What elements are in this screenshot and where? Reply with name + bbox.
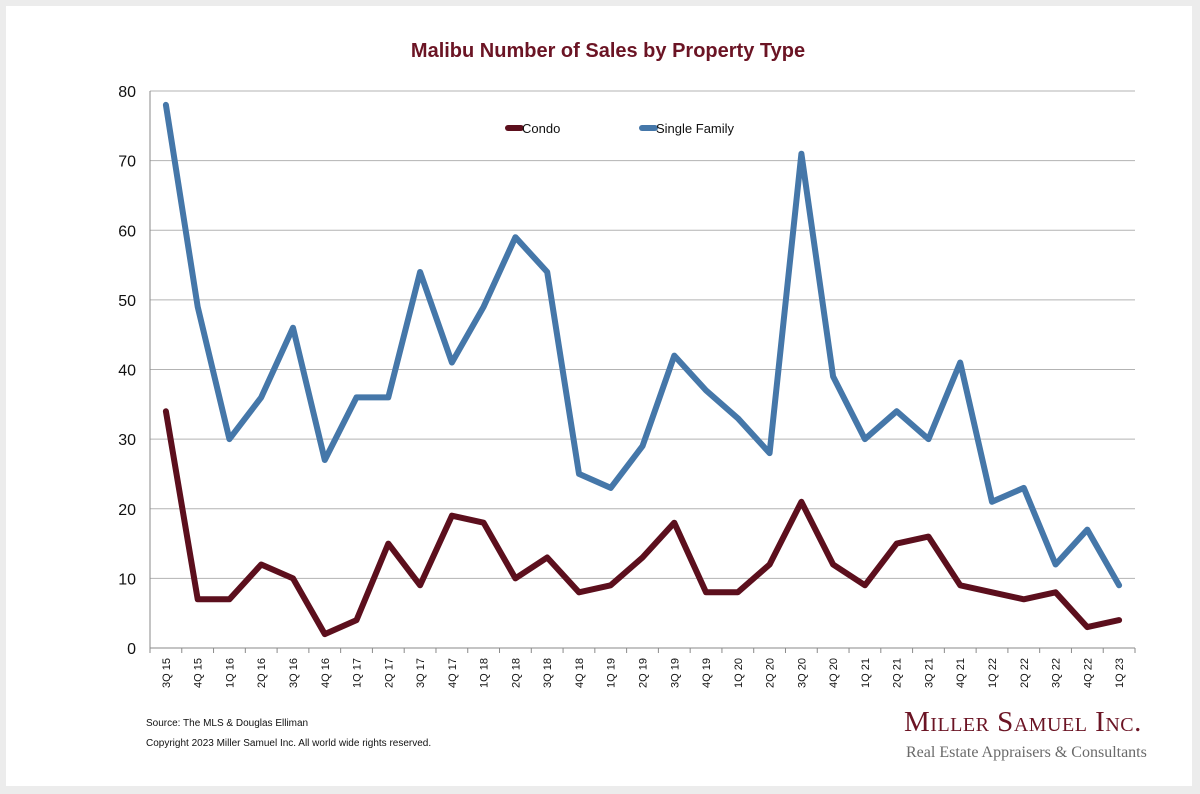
x-tick-label: 4Q 16 <box>320 658 332 688</box>
x-tick-label: 1Q 19 <box>606 658 618 688</box>
y-tick-label: 60 <box>118 223 136 240</box>
x-tick-label: 2Q 18 <box>510 658 522 688</box>
x-tick-label: 2Q 16 <box>256 658 268 688</box>
company-logo-tagline: Real Estate Appraisers & Consultants <box>906 744 1147 761</box>
x-tick-label: 3Q 22 <box>1051 658 1063 688</box>
x-tick-label: 4Q 18 <box>574 658 586 688</box>
x-tick-label: 3Q 21 <box>923 658 935 688</box>
legend: Condo Single Family <box>505 121 735 136</box>
x-tick-label: 3Q 18 <box>542 658 554 688</box>
x-tick-label: 3Q 17 <box>415 658 427 688</box>
x-tick-label: 4Q 15 <box>193 658 205 688</box>
series-line-single-family <box>162 101 1123 589</box>
gridlines <box>149 90 1135 649</box>
x-tick-label: 3Q 16 <box>288 658 300 688</box>
x-tick-label: 2Q 19 <box>638 658 650 688</box>
y-tick-label: 70 <box>118 154 136 171</box>
y-tick-label: 10 <box>118 571 136 588</box>
copyright-note: Copyright 2023 Miller Samuel Inc. All wo… <box>146 738 432 749</box>
x-tick-label: 4Q 21 <box>955 658 967 688</box>
x-tick-label: 1Q 22 <box>987 658 999 688</box>
y-tick-label: 50 <box>118 293 136 310</box>
x-tick-label: 2Q 21 <box>892 658 904 688</box>
company-logo-name: Miller Samuel Inc. <box>904 706 1142 738</box>
x-tick-label: 2Q 20 <box>765 658 777 688</box>
x-tick-label: 4Q 20 <box>828 658 840 688</box>
x-tick-label: 1Q 18 <box>479 658 491 688</box>
x-tick-label: 4Q 19 <box>701 658 713 688</box>
x-tick-label: 1Q 23 <box>1114 658 1126 688</box>
x-tick-label: 3Q 15 <box>161 658 173 688</box>
y-tick-label: 80 <box>118 84 136 101</box>
x-tick-label: 2Q 22 <box>1019 658 1031 688</box>
source-note: Source: The MLS & Douglas Elliman <box>146 718 309 729</box>
chart-card <box>6 6 1192 786</box>
x-tick-label: 4Q 22 <box>1082 658 1094 688</box>
series-line-condo <box>162 408 1123 638</box>
legend-label: Single Family <box>656 121 735 136</box>
y-tick-label: 20 <box>118 502 136 519</box>
x-tick-label: 2Q 17 <box>383 658 395 688</box>
x-tick-label: 1Q 17 <box>352 658 364 688</box>
x-tick-label: 1Q 20 <box>733 658 745 688</box>
y-tick-label: 0 <box>127 641 136 658</box>
series-lines <box>162 101 1123 638</box>
x-axis-ticks: 3Q 15 4Q 15 1Q 16 2Q 16 3Q 16 4Q 16 1Q 17 2Q 17… <box>149 648 1136 688</box>
x-tick-label: 1Q 21 <box>860 658 872 688</box>
y-axis-ticks: 0 10 20 30 40 50 60 70 80 <box>118 84 136 658</box>
chart-title: Malibu Number of Sales by Property Type <box>410 40 806 62</box>
x-tick-label: 3Q 19 <box>669 658 681 688</box>
x-tick-label: 4Q 17 <box>447 658 459 688</box>
y-tick-label: 30 <box>118 432 136 449</box>
y-tick-label: 40 <box>118 363 136 380</box>
x-tick-label: 3Q 20 <box>796 658 808 688</box>
x-tick-label: 1Q 16 <box>224 658 236 688</box>
legend-label: Condo <box>522 121 560 136</box>
